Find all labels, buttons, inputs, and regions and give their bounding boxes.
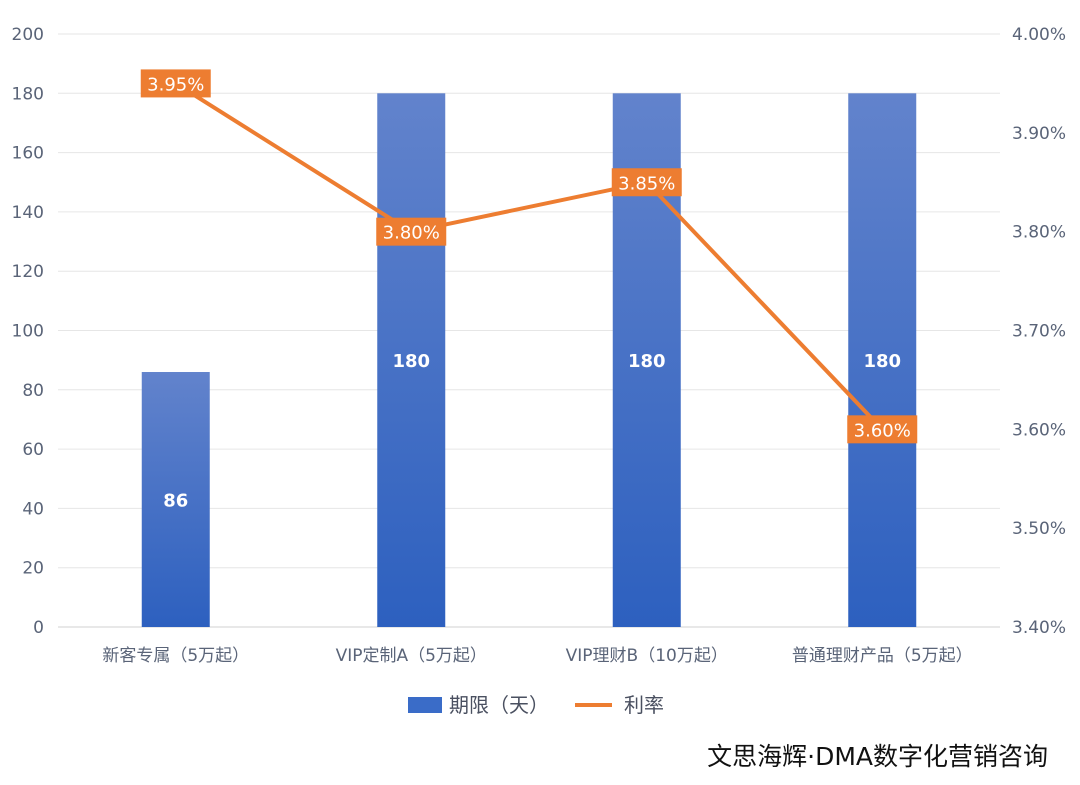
left-tick-label: 80 [22, 381, 44, 401]
right-tick-label: 3.60% [1012, 420, 1066, 440]
left-tick-label: 0 [33, 618, 44, 638]
left-tick-label: 140 [12, 203, 44, 223]
bar-series: 86 180 180 180 [141, 93, 917, 628]
rate-label-box [376, 217, 447, 246]
rate-data-label: 3.85% [618, 173, 675, 194]
category-label: 普通理财产品（5万起） [792, 646, 973, 666]
left-tick-label: 100 [12, 322, 44, 342]
right-tick-label: 3.70% [1012, 322, 1066, 342]
bar [377, 93, 446, 628]
legend-swatch-bar [408, 697, 442, 713]
rate-data-label: 3.60% [854, 420, 911, 441]
right-tick-label: 3.50% [1012, 519, 1066, 539]
legend-label-line: 利率 [624, 693, 664, 717]
left-tick-label: 20 [22, 559, 44, 579]
left-tick-label: 60 [22, 440, 44, 460]
bar-data-label: 180 [628, 351, 666, 372]
bar [848, 93, 917, 628]
right-tick-label: 4.00% [1012, 25, 1066, 45]
category-label: 新客专属（5万起） [102, 646, 249, 666]
right-tick-label: 3.90% [1012, 124, 1066, 144]
line-series: 3.95% 3.80% 3.85% 3.60% [140, 69, 918, 444]
legend: 期限（天） 利率 [408, 693, 664, 717]
category-label: VIP理财B（10万起） [566, 646, 728, 666]
right-tick-label: 3.40% [1012, 618, 1066, 638]
right-tick-label: 3.80% [1012, 223, 1066, 243]
rate-data-label: 3.95% [147, 74, 204, 95]
bar-data-label: 180 [863, 351, 901, 372]
x-axis: 新客专属（5万起） VIP定制A（5万起） VIP理财B（10万起） 普通理财产品（5… [102, 646, 972, 666]
rate-label-box [611, 168, 682, 197]
watermark: 文思海辉·DMA数字化营销咨询 [707, 742, 1048, 771]
left-tick-label: 160 [12, 144, 44, 164]
left-tick-label: 120 [12, 262, 44, 282]
rate-line [174, 81, 884, 431]
left-tick-label: 180 [12, 84, 44, 104]
left-tick-label: 200 [12, 25, 44, 45]
bar-data-label: 180 [392, 351, 430, 372]
left-tick-label: 40 [22, 499, 44, 519]
rate-label-box [847, 415, 918, 444]
legend-label-bar: 期限（天） [449, 693, 549, 717]
rate-label-box [140, 69, 211, 98]
rate-data-label: 3.80% [383, 223, 440, 244]
right-axis: 3.40% 3.50% 3.60% 3.70% 3.80% 3.90% 4.00% [1012, 25, 1066, 638]
bar-data-label: 86 [163, 491, 188, 512]
gridlines [58, 33, 1000, 628]
left-axis: 0 20 40 60 80 100 120 140 160 180 200 [12, 25, 44, 638]
bar [141, 372, 210, 627]
category-label: VIP定制A（5万起） [336, 646, 487, 666]
